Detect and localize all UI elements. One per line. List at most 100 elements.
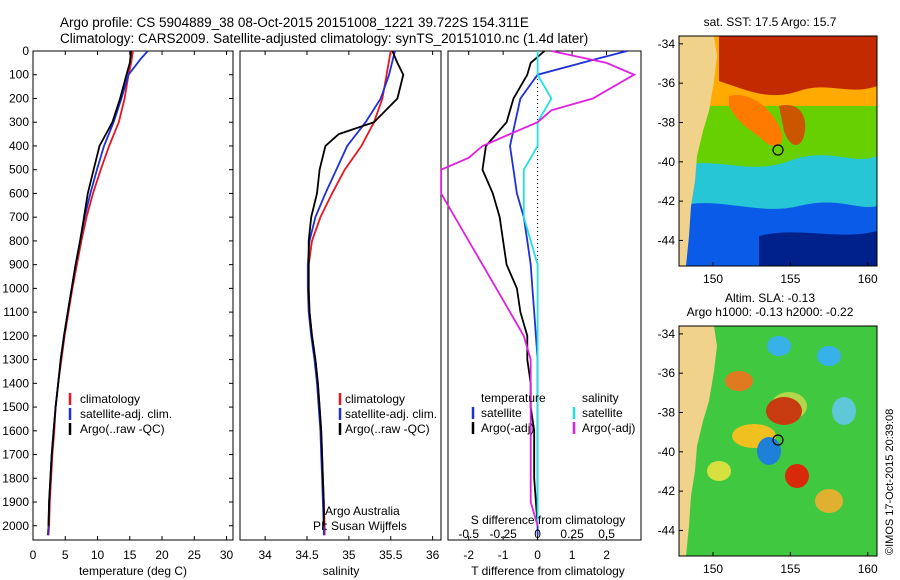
legend-label-temp-argo: Argo(-adj) (481, 421, 534, 435)
sst-lon-axis: 150 155 160 (703, 262, 878, 286)
temperature-lines (46, 50, 149, 536)
top-tick-label: -0.25 (489, 527, 517, 541)
lat-tick-label: -42 (658, 194, 676, 208)
temperature-axes-box (32, 50, 234, 541)
lat-tick-label: -40 (658, 445, 676, 459)
sla-title-line1: Altim. SLA: -0.13 (725, 291, 815, 305)
x-tick-label: 30 (220, 548, 234, 562)
argo-position-marker (772, 144, 784, 156)
x-tick-label: 35 (342, 548, 356, 562)
sla-low-3 (757, 437, 781, 465)
sla-map-panel: Altim. SLA: -0.13 Argo h1000: -0.13 h200… (658, 291, 878, 576)
x-tick-label: 5 (62, 548, 69, 562)
sst-map-frame (678, 35, 878, 267)
legend-label-satellite: satellite-adj. clim. (80, 407, 172, 421)
lat-tick-label: -34 (658, 327, 676, 341)
sla-low-1 (817, 346, 841, 366)
figure-title-line1: Argo profile: CS 5904889_38 08-Oct-2015 … (60, 15, 529, 30)
x-tick-label: 34 (258, 548, 272, 562)
series-line-temperature-argo-adj- (481, 50, 546, 526)
x-tick-label: 35.5 (379, 548, 403, 562)
difference-top-tick-labels: -0.5 -0.25 0 0.25 0.5 (458, 527, 615, 541)
salinity-legend: climatology satellite-adj. clim. Argo(..… (338, 392, 437, 436)
depth-tick-label: 500 (9, 163, 29, 177)
x-tick-label: -2 (463, 548, 474, 562)
difference-panel: -2 -1 0 1 2 T difference from climatology S … (440, 50, 642, 578)
depth-tick-label: 600 (9, 186, 29, 200)
legend-label-argo: Argo(..raw -QC) (345, 422, 430, 436)
lat-tick-label: -42 (658, 484, 676, 498)
legend-label-climatology: climatology (80, 392, 140, 406)
sst-map (679, 36, 877, 266)
depth-tick-label: 700 (9, 210, 29, 224)
legend-label-sal-argo: Argo(-adj) (582, 421, 635, 435)
depth-tick-label: 200 (9, 91, 29, 105)
depth-tick-label: 400 (9, 139, 29, 153)
legend-label-climatology: climatology (345, 392, 405, 406)
lat-tick-label: -40 (658, 155, 676, 169)
lat-tick-label: -44 (658, 233, 676, 247)
sla-high-5 (815, 489, 843, 513)
sla-lat-axis: -34 -36 -38 -40 -42 -44 (658, 327, 683, 537)
salinity-xlabel: salinity (323, 564, 360, 578)
depth-tick-label: 1000 (2, 281, 29, 295)
depth-tick-label: 1100 (3, 305, 29, 319)
depth-tick-label: 1200 (2, 329, 29, 343)
annotation-institution: Argo Australia (325, 504, 400, 518)
top-tick-label: 0.25 (560, 527, 584, 541)
series-line-salinity-argo-adj- (440, 50, 637, 527)
depth-tick-label: 1500 (2, 400, 29, 414)
sst-lat-axis: -34 -36 -38 -40 -42 -44 (658, 37, 683, 247)
legend-label-argo: Argo(..raw -QC) (80, 422, 165, 436)
x-tick-label: 10 (91, 548, 105, 562)
sla-lon-axis: 150 155 160 (703, 552, 878, 576)
sla-low-4 (832, 397, 856, 425)
lat-tick-label: -44 (658, 523, 676, 537)
annotation-pi: PI: Susan Wijffels (313, 519, 407, 533)
series-line-salinity-satellite (522, 51, 553, 526)
lon-tick-label: 150 (703, 562, 723, 576)
sst-map-panel: sat. SST: 17.5 Argo: 15.7 -34 -36 -38 -40 -4… (658, 15, 878, 286)
temperature-x-axis: 0 5 10 15 20 25 30 (30, 51, 234, 562)
sla-mid-2 (707, 461, 731, 481)
x-tick-label: 1 (569, 548, 576, 562)
lon-tick-label: 160 (858, 272, 878, 286)
sla-high-1 (725, 371, 753, 391)
lon-tick-label: 150 (703, 272, 723, 286)
salinity-lines (306, 50, 405, 536)
sla-high-4 (785, 464, 809, 488)
figure-title-line2: Climatology: CARS2009. Satellite-adjuste… (60, 31, 588, 46)
lon-tick-label: 155 (780, 272, 800, 286)
argo-position-marker (772, 434, 784, 446)
lon-tick-label: 160 (858, 562, 878, 576)
land-australia (679, 326, 717, 556)
lat-tick-label: -36 (658, 76, 676, 90)
temperature-legend: climatology satellite-adj. clim. Argo(..… (68, 392, 172, 436)
difference-x-axis: -2 -1 0 1 2 (463, 51, 610, 562)
x-tick-label: 25 (188, 548, 202, 562)
x-tick-label: 20 (155, 548, 169, 562)
depth-tick-label: 0 (22, 44, 29, 58)
sla-low-2 (767, 336, 791, 356)
x-tick-label: 2 (603, 548, 610, 562)
depth-tick-label: 1300 (2, 353, 29, 367)
depth-tick-label: 300 (9, 115, 29, 129)
temperature-xlabel: temperature (deg C) (79, 564, 187, 578)
depth-tick-label: 2000 (2, 519, 29, 533)
salinity-panel: 34 34.5 35 35.5 36 salinity climatology sate… (239, 50, 442, 578)
top-tick-label: 0 (534, 527, 541, 541)
x-tick-label: 36 (426, 548, 440, 562)
x-tick-label: 0 (30, 548, 37, 562)
legend-label-satellite: satellite-adj. clim. (345, 407, 437, 421)
sla-map-frame (678, 325, 878, 557)
legend-heading-salinity: salinity (582, 391, 619, 405)
land-australia (679, 36, 717, 266)
difference-xlabel: T difference from climatology (471, 564, 625, 578)
sla-high-3 (766, 397, 802, 425)
temperature-panel: 0100200300400500600700800900100011001200… (2, 44, 641, 578)
sst-hot-core (719, 36, 877, 96)
depth-tick-label: 1600 (2, 424, 29, 438)
lat-tick-label: -34 (658, 37, 676, 51)
salinity-x-axis: 34 34.5 35 35.5 36 (258, 51, 440, 562)
x-tick-label: 34.5 (295, 548, 319, 562)
